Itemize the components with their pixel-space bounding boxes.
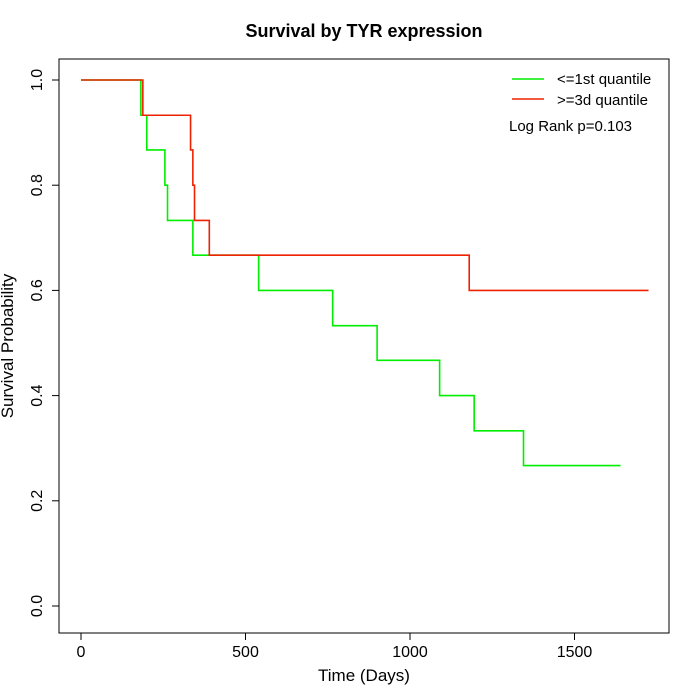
y-tick-label: 0.2 [29,490,46,512]
legend: <=1st quantile >=3d quantile [512,71,651,109]
y-tick-label: 1.0 [29,69,46,91]
y-tick-label: 0.8 [29,174,46,196]
legend-label-low: <=1st quantile [557,71,651,88]
y-tick-label: 0.0 [29,595,46,617]
y-axis-label: Survival Probability [0,273,17,418]
x-tick-label: 1000 [392,644,428,661]
y-tick-label: 0.4 [29,384,46,406]
log-rank-annotation: Log Rank p=0.103 [509,118,632,135]
series-line-low [81,79,621,467]
y-tick-label: 0.6 [29,279,46,301]
y-axis: 0.0 0.2 0.4 0.6 0.8 1.0 [29,69,60,617]
series-layer [81,79,649,467]
series-line-high [81,79,649,292]
legend-label-high: >=3d quantile [557,92,648,109]
x-axis-label: Time (Days) [318,666,410,685]
chart-title: Survival by TYR expression [245,21,482,41]
x-axis: 0 500 1000 1500 [77,632,593,661]
x-tick-label: 1500 [557,644,593,661]
x-tick-label: 0 [77,644,86,661]
plot-frame [58,58,670,634]
x-tick-label: 500 [232,644,259,661]
